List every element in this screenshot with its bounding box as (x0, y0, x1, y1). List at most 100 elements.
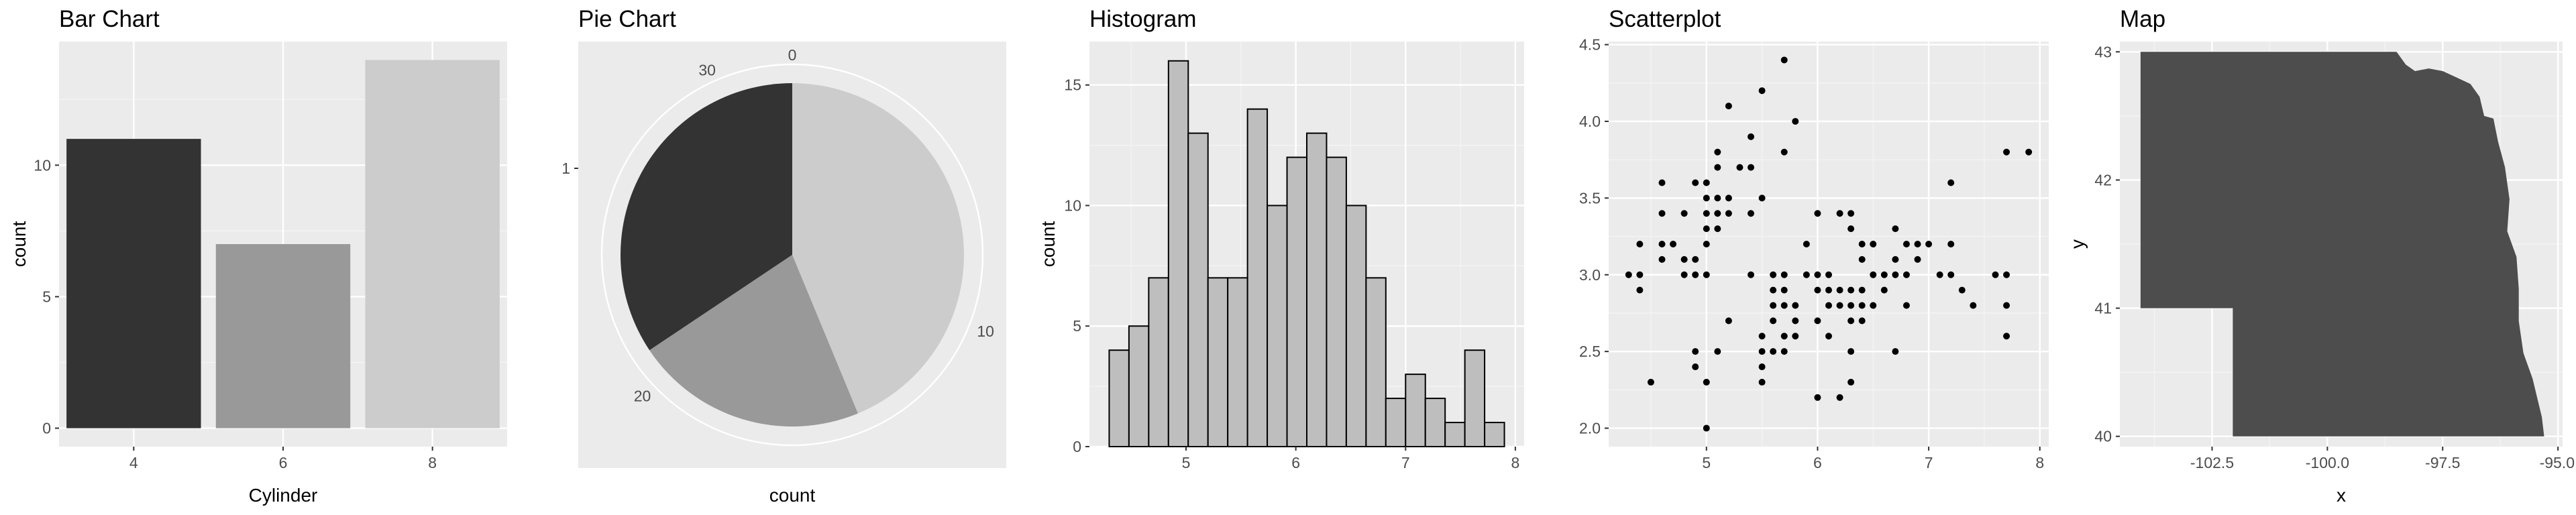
scatter-point (1958, 286, 1966, 294)
scatter-point (1947, 241, 1955, 247)
histogram-bar (1167, 60, 1189, 447)
map-y-tick-label: 42 (2094, 171, 2112, 188)
histogram-bar (1227, 277, 1248, 448)
histogram-x-ticks: 5 6 7 8 (1182, 447, 1520, 471)
scatter-point (1836, 210, 1843, 217)
scatter-point (1847, 286, 1855, 294)
scatter-point (1736, 164, 1743, 171)
map-x-axis-label: x (2337, 485, 2346, 506)
scatter-point (1703, 378, 1710, 386)
scatter-point (1758, 363, 1766, 371)
histogram-y-ticks: 0 5 10 15 (1064, 76, 1089, 455)
bar-chart-y-tick-label: 0 (42, 420, 51, 437)
pie-chart-angle-ticks: 0 10 20 30 (634, 46, 994, 405)
scatter-point (1714, 210, 1721, 217)
bar-chart-x-tick-label: 4 (129, 454, 138, 471)
scatter-point (1758, 194, 1766, 202)
pie-chart: Pie Chart 0 10 20 30 1 count (561, 6, 1006, 506)
histogram-y-tick-label: 15 (1064, 76, 1081, 94)
scatter-point (1902, 302, 1910, 309)
scatter-point (1758, 348, 1766, 355)
scatter-point (1814, 317, 1821, 325)
pie-chart-angle-tick-label: 30 (698, 62, 716, 79)
scatter-point (1825, 286, 1832, 294)
scatterplot-y-tick-label: 2.5 (1579, 343, 1601, 360)
histogram-bar (1484, 422, 1505, 447)
scatter-point (1892, 348, 1899, 355)
map-x-tick-label: -95.0 (2540, 454, 2575, 471)
bar-8 (365, 60, 500, 428)
scatter-point (1680, 255, 1688, 263)
bar-chart-y-axis-label: count (9, 221, 30, 268)
histogram-y-tick-label: 10 (1064, 196, 1081, 214)
scatter-point (1725, 210, 1732, 217)
histogram-bar (1306, 132, 1328, 447)
scatter-point (1847, 378, 1855, 386)
histogram-bar (1108, 349, 1130, 448)
histogram-x-tick-label: 6 (1291, 454, 1300, 471)
scatterplot-panel (1609, 42, 2049, 447)
map-y-tick-label: 40 (2094, 428, 2112, 445)
scatter-point (1880, 271, 1888, 278)
scatter-point (1703, 241, 1710, 247)
pie-chart-title: Pie Chart (578, 6, 676, 32)
bar-chart-title: Bar Chart (59, 6, 160, 32)
scatter-point (1748, 210, 1755, 217)
scatter-point (1714, 148, 1721, 156)
scatterplot-y-ticks: 2.0 2.5 3.0 3.5 4.0 4.5 (1579, 36, 1609, 437)
scatter-point (1780, 333, 1788, 340)
scatter-point (1858, 255, 1866, 263)
scatter-point (2003, 148, 2010, 156)
scatter-point (1770, 348, 1777, 355)
scatter-point (1703, 225, 1710, 233)
scatter-point (1847, 348, 1855, 355)
scatter-point (1870, 271, 1877, 278)
scatter-point (1780, 271, 1788, 278)
bar-chart-y-tick-label: 5 (42, 288, 51, 305)
scatter-point (1825, 333, 1832, 340)
scatter-point (1770, 271, 1777, 278)
scatter-point (1725, 103, 1732, 110)
scatterplot-x-tick-label: 8 (2035, 454, 2044, 471)
pie-chart-y-tick-label: 1 (561, 160, 570, 177)
scatterplot-y-tick-label: 3.5 (1579, 189, 1601, 207)
histogram-bar (1187, 132, 1209, 447)
scatter-point (1780, 56, 1788, 64)
scatter-point (1947, 271, 1955, 278)
scatterplot-x-tick-label: 5 (1702, 454, 1711, 471)
scatter-point (1748, 271, 1755, 278)
scatter-point (1892, 255, 1899, 263)
map-y-tick-label: 41 (2094, 300, 2112, 317)
histogram-x-tick-label: 8 (1511, 454, 1520, 471)
scatter-point (1925, 241, 1933, 247)
pie-slice-3 (621, 83, 792, 351)
bar-chart-x-ticks: 4 6 8 (129, 447, 437, 471)
scatter-point (1858, 317, 1866, 325)
scatter-point (1625, 271, 1632, 278)
scatterplot-y-tick-label: 2.0 (1579, 420, 1601, 437)
map-y-ticks: 40 41 42 43 (2094, 43, 2120, 445)
scatter-point (1880, 286, 1888, 294)
scatter-point (1780, 286, 1788, 294)
scatterplot-y-tick-label: 4.5 (1579, 36, 1601, 54)
scatter-point (2003, 302, 2010, 309)
scatter-point (1714, 225, 1721, 233)
bar-chart-bars (66, 60, 500, 428)
scatter-point (1847, 225, 1855, 233)
scatter-point (1847, 317, 1855, 325)
scatter-point (1814, 394, 1821, 401)
histogram-bar (1246, 108, 1269, 448)
pie-slice-2 (649, 255, 858, 426)
histogram-bar (1365, 277, 1387, 448)
pie-chart-angle-tick-label: 0 (788, 46, 797, 64)
map-title: Map (2120, 6, 2165, 32)
scatter-point (1714, 194, 1721, 202)
scatter-point (1836, 302, 1843, 309)
map-y-axis-label: y (2067, 239, 2088, 249)
scatter-point (1780, 348, 1788, 355)
bar-chart-x-axis-label: Cylinder (249, 485, 318, 506)
bar-chart-y-tick-label: 10 (34, 156, 51, 174)
scatter-point (1703, 271, 1710, 278)
histogram-bar (1464, 349, 1486, 448)
